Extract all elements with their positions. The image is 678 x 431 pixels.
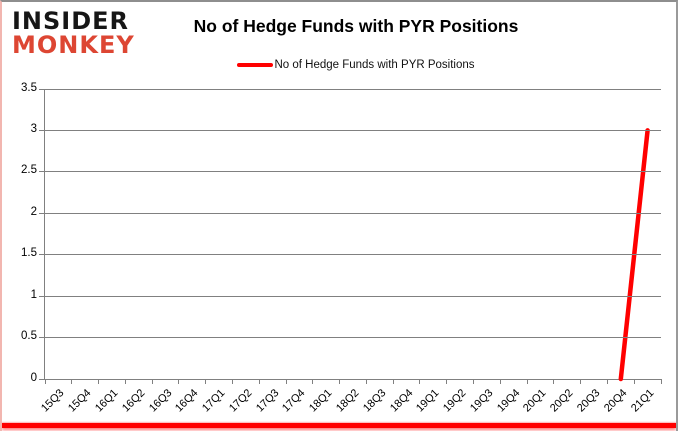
y-axis-label: 3 xyxy=(30,122,37,135)
insider-monkey-logo: INSIDER MONKEY xyxy=(12,7,135,59)
y-axis-tick xyxy=(39,129,44,131)
gridline-y-2.5 xyxy=(45,171,661,173)
y-axis-tick xyxy=(39,171,44,173)
legend-label: No of Hedge Funds with PYR Positions xyxy=(274,59,475,71)
x-axis-tick xyxy=(98,379,100,384)
y-axis-tick xyxy=(39,212,44,214)
logo-text-monkey: MONKEY xyxy=(12,30,135,59)
logo-text-insider: INSIDER xyxy=(12,7,130,35)
y-axis-tick xyxy=(39,295,44,297)
y-axis-label: 0.5 xyxy=(21,330,37,343)
gridline-y-3 xyxy=(45,129,661,131)
y-axis-label: 1.5 xyxy=(21,247,37,260)
legend: No of Hedge Funds with PYR Positions xyxy=(44,59,668,71)
x-axis-tick xyxy=(151,379,153,384)
series-line-chart xyxy=(618,128,650,382)
x-axis-tick xyxy=(499,379,501,384)
x-axis-tick xyxy=(178,379,180,384)
x-axis-tick xyxy=(365,379,367,384)
x-axis-tick xyxy=(580,379,582,384)
gridline-y-1.5 xyxy=(45,254,661,256)
x-axis-tick xyxy=(606,379,608,384)
x-axis-tick xyxy=(526,379,528,384)
x-axis-tick xyxy=(124,379,126,384)
x-axis-tick xyxy=(44,379,46,384)
plot-area: 0 0.5 1 1.5 2 2.5 3 3.5 15Q3 15Q4 16Q1 16Q2 16Q3 16Q4… xyxy=(21,82,662,415)
gridline-y-0.5 xyxy=(45,337,661,339)
x-axis-tick xyxy=(553,379,555,384)
y-axis-label: 1 xyxy=(30,288,37,301)
y-axis-label: 2.5 xyxy=(21,164,37,177)
x-axis-tick xyxy=(633,379,635,384)
gridline-y-2 xyxy=(45,212,661,214)
chart-title: No of Hedge Funds with PYR Positions xyxy=(193,16,519,36)
x-axis-tick xyxy=(258,379,260,384)
x-axis-tick xyxy=(71,379,73,384)
y-axis-tick xyxy=(39,337,44,339)
y-axis-tick xyxy=(39,254,44,256)
y-axis-label: 0 xyxy=(30,371,37,384)
gridline-y-3.5 xyxy=(45,88,661,90)
x-axis-tick xyxy=(339,379,341,384)
x-axis-tick xyxy=(392,379,394,384)
x-axis-tick xyxy=(312,379,314,384)
x-axis-tick xyxy=(660,379,662,384)
y-axis-label: 3.5 xyxy=(21,81,37,94)
x-axis-tick xyxy=(205,379,207,384)
bottom-red-bar xyxy=(2,423,676,428)
y-axis-label: 2 xyxy=(30,205,37,218)
legend-line-swatch xyxy=(237,63,274,67)
x-axis-tick xyxy=(285,379,287,384)
x-axis-tick xyxy=(419,379,421,384)
x-axis-tick xyxy=(473,379,475,384)
gridline-y-1 xyxy=(45,295,661,297)
x-axis-tick xyxy=(446,379,448,384)
x-axis-tick xyxy=(231,379,233,384)
y-axis-tick xyxy=(39,88,44,90)
y-axis-tick xyxy=(39,378,44,380)
